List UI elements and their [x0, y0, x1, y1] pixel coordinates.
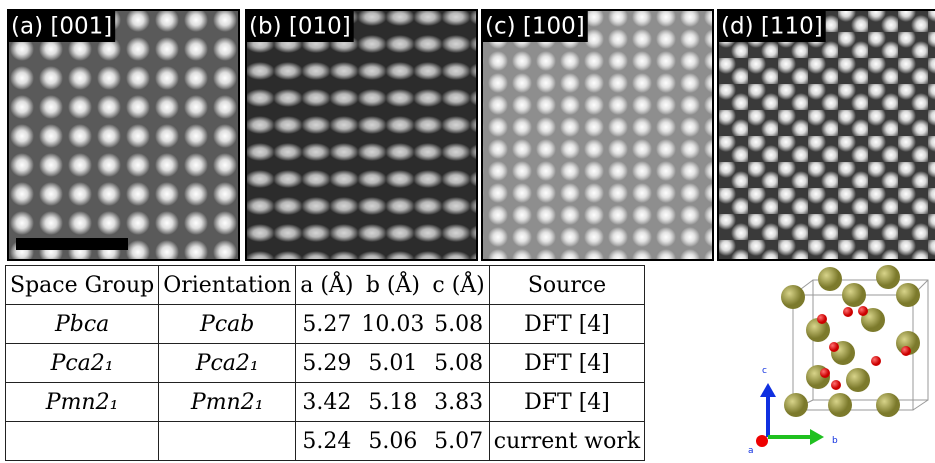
table-row: Pca2₁ Pca2₁ 5.29 5.01 5.08 DFT [4]	[4, 343, 646, 383]
stem-images: (a) [001] (b) [010] (c) [100] (d) [110]	[7, 9, 935, 261]
image-d	[717, 9, 935, 261]
image-b	[245, 9, 478, 261]
table-cell: DFT [4]	[488, 382, 646, 422]
table-cell: Pbca	[4, 304, 160, 344]
lattice-table: Space Group Orientation a (Å) b (Å) c (Å) Sou…	[4, 265, 646, 461]
label-box	[8, 10, 116, 42]
table-row: 5.24 5.06 5.07 current work	[4, 421, 646, 461]
table-cell: 5.18	[357, 382, 429, 422]
table-cell: Pcab	[158, 304, 297, 344]
table-cell: Source	[488, 265, 646, 305]
crystal-structure: c b a	[748, 265, 929, 456]
table-row: Pbca Pcab 5.27 10.03 5.08 DFT [4]	[4, 304, 646, 344]
table-cell: Pmn2₁	[4, 382, 160, 422]
label-box	[482, 10, 588, 42]
table-cell: Pmn2₁	[158, 382, 297, 422]
table-cell: Pca2₁	[4, 343, 160, 383]
table-row: Space Group Orientation a (Å) b (Å) c (Å) Sou…	[4, 265, 646, 305]
table-cell: 5.08	[428, 304, 490, 344]
table-cell: Orientation	[158, 265, 297, 305]
label-box	[718, 10, 826, 42]
image-c	[481, 9, 714, 261]
table-cell: 5.08	[428, 343, 490, 383]
table-cell: 3.42	[295, 382, 358, 422]
table-cell: DFT [4]	[488, 343, 646, 383]
table-row: Pmn2₁ Pmn2₁ 3.42 5.18 3.83 DFT [4]	[4, 382, 646, 422]
table-cell	[158, 421, 297, 461]
panel-label: (c) [100]	[485, 14, 585, 40]
table-cell	[4, 421, 160, 461]
axis-label: c	[762, 366, 767, 376]
panel-label: (b) [010]	[249, 14, 351, 40]
table-cell: 5.29	[295, 343, 358, 383]
table-cell: 5.01	[357, 343, 429, 383]
image-a	[7, 9, 240, 261]
axis-label: a	[748, 446, 754, 456]
table-cell: 5.07	[428, 421, 490, 461]
table-cell: a (Å)	[295, 265, 358, 305]
table-cell: current work	[488, 421, 646, 461]
scale-bar	[16, 238, 128, 250]
table-cell: 5.06	[357, 421, 429, 461]
table-cell: Pca2₁	[158, 343, 297, 383]
table-cell: 5.24	[295, 421, 358, 461]
label-box	[246, 10, 354, 42]
table-cell: Space Group	[4, 265, 160, 305]
table-cell: c (Å)	[428, 265, 490, 305]
table-cell: 5.27	[295, 304, 358, 344]
table-cell: 3.83	[428, 382, 490, 422]
table-cell: DFT [4]	[488, 304, 646, 344]
axis-label: b	[832, 436, 838, 446]
table-cell: b (Å)	[357, 265, 429, 305]
panel-label: (a) [001]	[11, 14, 112, 40]
panel-label: (d) [110]	[721, 14, 823, 40]
table-cell: 10.03	[357, 304, 429, 344]
